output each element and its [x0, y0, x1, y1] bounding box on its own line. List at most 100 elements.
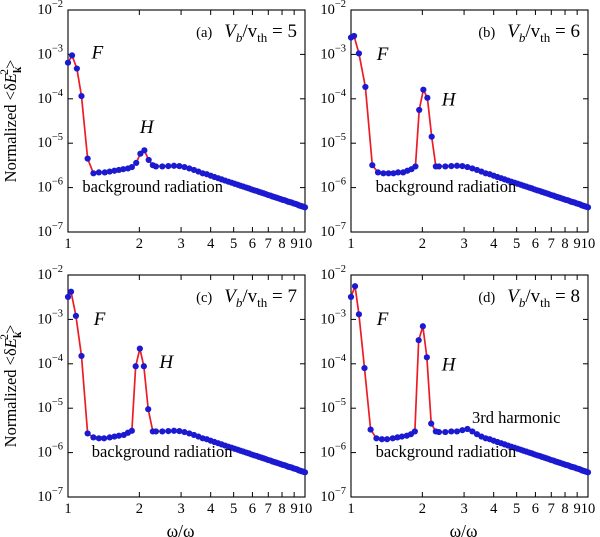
y-tick-label: 10−4 — [37, 88, 63, 107]
x-tick-label: 9 — [574, 236, 581, 252]
x-tick-label: 10 — [581, 236, 596, 252]
annotation-background-radiation: background radiation — [92, 442, 233, 461]
data-point — [428, 420, 435, 427]
panel-title: (d) Vb/vth = 8 — [478, 286, 580, 310]
y-tick-label: 10−3 — [37, 308, 63, 327]
axes-box — [67, 9, 306, 233]
data-point — [64, 293, 72, 301]
data-point — [419, 323, 426, 330]
data-point — [442, 163, 449, 170]
x-tick-label: 3 — [460, 236, 467, 252]
data-point — [469, 428, 476, 435]
data-point — [453, 428, 461, 435]
x-tick-label: 10 — [298, 501, 313, 517]
x-tick-label: 9 — [291, 236, 298, 252]
data-point — [159, 428, 166, 435]
data-point — [373, 435, 380, 442]
data-point — [95, 435, 102, 442]
x-tick-label: 1 — [64, 236, 71, 252]
data-point — [145, 156, 152, 164]
data-point — [67, 288, 75, 295]
annotation-f: F — [376, 309, 389, 330]
data-point — [448, 428, 455, 435]
data-point — [90, 170, 97, 177]
data-point — [380, 170, 387, 177]
data-point — [120, 166, 127, 173]
data-point — [435, 163, 443, 170]
data-point — [448, 163, 455, 170]
x-tick-label: 5 — [513, 501, 520, 517]
x-tick-label: 2 — [136, 236, 143, 252]
data-point — [464, 425, 471, 433]
data-point — [84, 155, 91, 162]
y-tick-label: 10−5 — [320, 397, 346, 416]
data-point — [361, 365, 368, 372]
x-tick-label: 2 — [419, 501, 426, 517]
data-point — [374, 169, 382, 176]
data-point — [355, 50, 363, 57]
subplot-c: 1 2 3 4 5 6 7 8 9 10 10−2 10−3 10−4 10−5 10−6 10−7 (c) Vb… — [0, 264, 312, 537]
y-tick-label: 10−4 — [320, 88, 346, 107]
x-tick-label: 6 — [532, 236, 539, 252]
x-axis-label: ω/ωpe — [450, 521, 490, 537]
data-point — [72, 312, 80, 319]
data-point — [428, 133, 435, 140]
annotation-h: H — [441, 90, 457, 111]
data-point — [159, 163, 166, 170]
data-point — [176, 163, 183, 170]
annotation-background-radiation: background radiation — [82, 177, 223, 196]
data-point — [435, 428, 443, 436]
data-point — [140, 363, 147, 370]
x-tick-label: 10 — [581, 501, 596, 517]
data-point — [385, 170, 392, 177]
data-point — [132, 363, 139, 370]
subplot-d: 1 2 3 4 5 6 7 8 9 10 10−2 10−3 10−4 10−5 10−6 10−7 (d) Vb… — [320, 264, 595, 537]
x-tick-label: 3 — [177, 501, 184, 517]
annotation-h: H — [139, 117, 155, 138]
x-tick-label: 8 — [278, 236, 285, 252]
data-point — [181, 163, 188, 171]
annotation-background-radiation: background radiation — [376, 442, 517, 461]
data-point — [394, 169, 402, 176]
data-point — [301, 204, 309, 211]
data-point — [584, 204, 592, 211]
data-point — [165, 428, 172, 435]
y-tick-label: 10−6 — [320, 442, 346, 461]
data-point — [442, 428, 449, 436]
x-tick-label: 7 — [265, 501, 272, 517]
x-tick-label: 2 — [136, 501, 143, 517]
x-tick-label: 6 — [249, 501, 256, 517]
data-point — [378, 436, 385, 443]
y-tick-label: 10−2 — [37, 0, 63, 18]
data-point — [95, 169, 102, 176]
x-tick-label: 7 — [548, 236, 555, 252]
subplot-b: 1 2 3 4 5 6 7 8 9 10 10−2 10−3 10−4 10−5 10−6 10−7 (b) Vb… — [320, 0, 595, 252]
annotation-h: H — [441, 355, 457, 376]
x-tick-label: 8 — [278, 501, 285, 517]
data-point — [415, 337, 422, 344]
data-point — [152, 163, 160, 170]
data-point — [170, 162, 178, 169]
data-point — [423, 354, 430, 361]
data-point — [101, 169, 108, 176]
x-tick-label: 7 — [548, 501, 555, 517]
y-tick-label: 10−7 — [320, 486, 346, 505]
data-point — [347, 293, 355, 301]
data-point — [106, 434, 113, 441]
subplot-a: 1 2 3 4 5 6 7 8 9 10 10−2 10−3 10−4 10−5 10−6 10−7 (a) Vb… — [0, 0, 312, 252]
data-point — [133, 159, 140, 166]
annotation-h: H — [158, 352, 174, 373]
x-tick-label: 3 — [460, 501, 467, 517]
x-tick-label: 1 — [347, 236, 354, 252]
x-axis-label: ω/ωpe — [167, 521, 207, 537]
data-point — [369, 162, 376, 169]
annotation-background-radiation: background radiation — [376, 177, 517, 196]
data-point — [390, 170, 397, 177]
data-point — [176, 428, 183, 435]
data-point — [420, 86, 427, 93]
data-point — [68, 52, 76, 59]
y-tick-label: 10−2 — [37, 264, 63, 283]
data-point — [106, 168, 113, 175]
